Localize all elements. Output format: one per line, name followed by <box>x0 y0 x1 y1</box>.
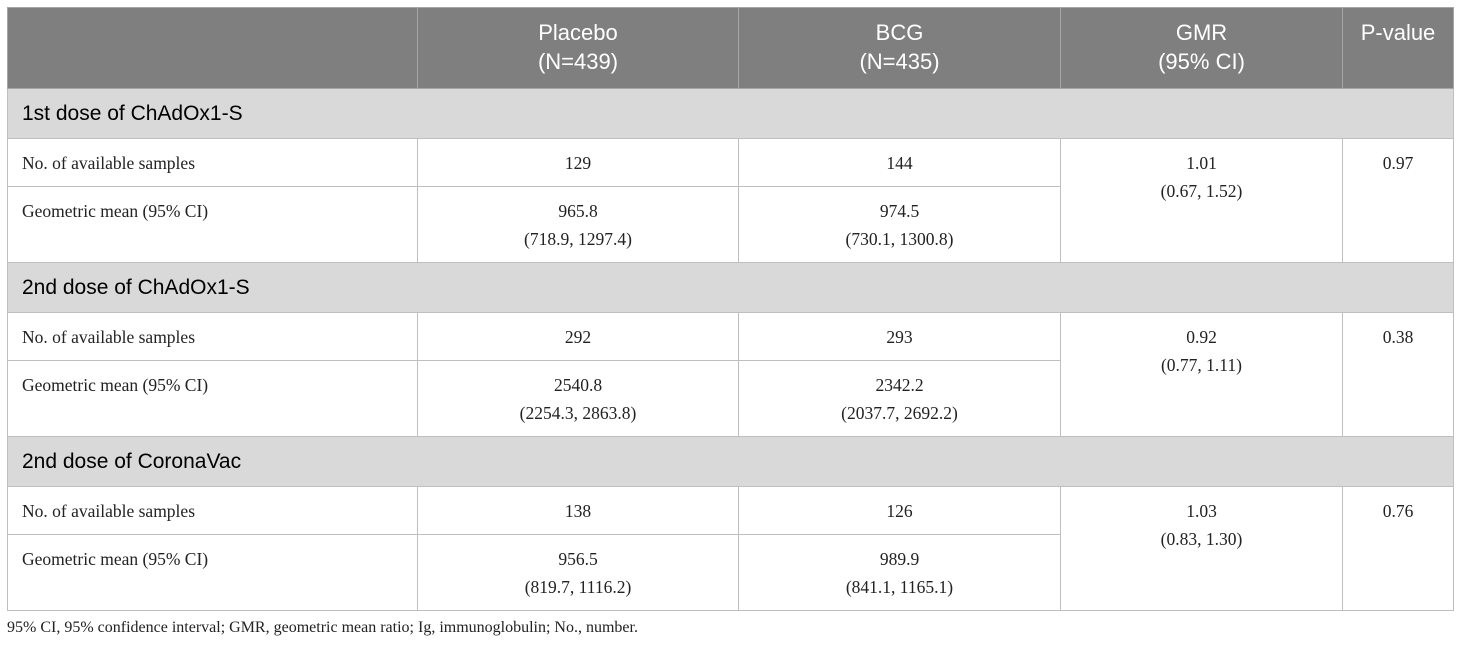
row-label: No. of available samples <box>7 486 418 535</box>
header-text: (95% CI) <box>1158 49 1245 74</box>
bcg-cell: 989.9 (841.1, 1165.1) <box>738 534 1061 611</box>
placebo-cell: 2540.8 (2254.3, 2863.8) <box>417 360 739 437</box>
header-text: (N=439) <box>537 49 619 74</box>
cell-line: 2342.2 <box>875 375 924 395</box>
p-value-cell: 0.97 <box>1342 138 1454 263</box>
header-cell: P-value <box>1342 7 1454 89</box>
row-label: Geometric mean (95% CI) <box>7 534 418 611</box>
placebo-cell: 292 <box>417 312 739 361</box>
section-title: 1st dose of ChAdOx1-S <box>7 88 1454 139</box>
p-value-cell: 0.38 <box>1342 312 1454 437</box>
header-row: Placebo (N=439) BCG (N=435) GMR (95% CI) P-val… <box>7 7 1454 89</box>
cell-line: 144 <box>886 153 913 173</box>
table-body: Placebo (N=439) BCG (N=435) GMR (95% CI) P-val… <box>7 7 1454 611</box>
data-row: No. of available samples 138 126 1.03 (0.83,… <box>7 486 1454 611</box>
placebo-cell: 956.5 (819.7, 1116.2) <box>417 534 739 611</box>
section-row: 2nd dose of CoronaVac <box>7 436 1454 487</box>
bcg-cell: 126 <box>738 486 1061 535</box>
cell-line: 956.5 <box>558 549 598 569</box>
footnote: 95% CI, 95% confidence interval; GMR, ge… <box>7 619 638 636</box>
header-cell: Placebo (N=439) <box>417 7 739 89</box>
section-title: 2nd dose of CoronaVac <box>7 436 1454 487</box>
placebo-cell: 138 <box>417 486 739 535</box>
cell-line: (2037.7, 2692.2) <box>841 403 958 423</box>
cell-line: (2254.3, 2863.8) <box>519 403 637 423</box>
cell-line: 1.03 <box>1186 501 1217 521</box>
gmr-cell: 1.01 (0.67, 1.52) <box>1060 138 1343 263</box>
cell-line: 0.92 <box>1186 327 1217 347</box>
cell-line: 974.5 <box>879 201 920 221</box>
placebo-cell: 129 <box>417 138 739 187</box>
gmr-cell: 0.92 (0.77, 1.11) <box>1060 312 1343 437</box>
data-row: Geometric mean (95% CI) 965.8 (718.9, 1297… <box>7 186 1454 263</box>
section-title: 2nd dose of ChAdOx1-S <box>7 262 1454 313</box>
cell-line: (0.83, 1.30) <box>1160 529 1243 549</box>
cell-line: (718.9, 1297.4) <box>524 229 632 249</box>
section-row: 1st dose of ChAdOx1-S <box>7 88 1454 139</box>
header-text: Placebo <box>538 20 618 45</box>
bcg-cell: 974.5 (730.1, 1300.8) <box>738 186 1061 263</box>
cell-line: 1.01 <box>1186 153 1217 173</box>
cell-line: 2540.8 <box>553 375 603 395</box>
cell-line: (841.1, 1165.1) <box>845 577 954 597</box>
header-text: GMR <box>1175 20 1228 45</box>
bcg-cell: 293 <box>738 312 1061 361</box>
cell-line: 129 <box>564 153 592 173</box>
cell-line: 126 <box>886 501 913 521</box>
gmr-cell: 1.03 (0.83, 1.30) <box>1060 486 1343 611</box>
cell-line: 293 <box>886 327 913 347</box>
cell-line: 292 <box>564 327 592 347</box>
data-row: No. of available samples 129 144 1.01 (0.67,… <box>7 138 1454 263</box>
cell-line: (0.77, 1.11) <box>1160 355 1242 375</box>
data-row: Geometric mean (95% CI) 956.5 (819.7, 1116… <box>7 534 1454 611</box>
row-label: Geometric mean (95% CI) <box>7 186 418 263</box>
row-label: No. of available samples <box>7 138 418 187</box>
header-cell: GMR (95% CI) <box>1060 7 1343 89</box>
header-text: BCG <box>875 20 924 45</box>
results-table: Placebo (N=439) BCG (N=435) GMR (95% CI) P-val… <box>7 7 1454 611</box>
row-label: No. of available samples <box>7 312 418 361</box>
header-text: (N=435) <box>859 49 940 74</box>
p-value-cell: 0.76 <box>1342 486 1454 611</box>
data-row: No. of available samples 292 293 0.92 (0.77,… <box>7 312 1454 437</box>
placebo-cell: 965.8 (718.9, 1297.4) <box>417 186 739 263</box>
cell-line: 989.9 <box>879 549 920 569</box>
row-label: Geometric mean (95% CI) <box>7 360 418 437</box>
section-row: 2nd dose of ChAdOx1-S <box>7 262 1454 313</box>
bcg-cell: 144 <box>738 138 1061 187</box>
header-text: P-value <box>1360 20 1436 45</box>
cell-line: (730.1, 1300.8) <box>845 229 954 249</box>
cell-line: (819.7, 1116.2) <box>524 577 632 597</box>
header-cell <box>7 7 418 89</box>
cell-line: 965.8 <box>558 201 598 221</box>
data-row: Geometric mean (95% CI) 2540.8 (2254.3, 28… <box>7 360 1454 437</box>
bcg-cell: 2342.2 (2037.7, 2692.2) <box>738 360 1061 437</box>
header-cell: BCG (N=435) <box>738 7 1061 89</box>
cell-line: (0.67, 1.52) <box>1160 181 1243 201</box>
cell-line: 138 <box>564 501 592 521</box>
